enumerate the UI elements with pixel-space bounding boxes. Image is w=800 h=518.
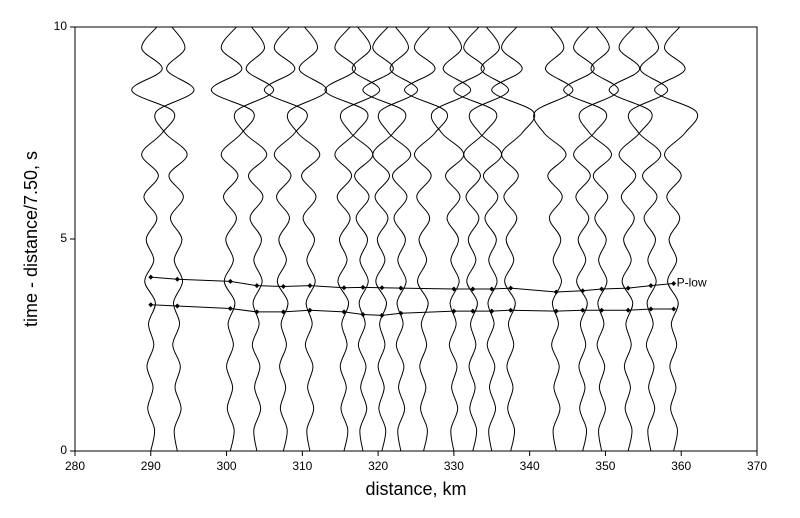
pick-point xyxy=(307,307,313,313)
trace xyxy=(286,27,328,451)
y-tick-label: 0 xyxy=(60,443,67,457)
pick-point xyxy=(553,289,559,295)
x-tick-label: 330 xyxy=(444,459,464,473)
x-tick-label: 280 xyxy=(65,459,85,473)
traces xyxy=(131,27,699,451)
x-tick-label: 360 xyxy=(671,459,691,473)
pick-point xyxy=(398,285,404,291)
x-tick-label: 350 xyxy=(595,459,615,473)
pick-point xyxy=(254,283,260,289)
pick-point xyxy=(508,307,514,313)
pick-point xyxy=(280,309,286,315)
pick-point xyxy=(148,302,154,308)
pick-point xyxy=(451,308,457,314)
pick-point xyxy=(398,310,404,316)
pick-point xyxy=(625,307,631,313)
trace xyxy=(263,27,308,451)
y-axis-label: time - distance/7.50, s xyxy=(21,151,41,327)
trace xyxy=(131,27,176,451)
trace xyxy=(430,27,472,451)
x-tick-label: 300 xyxy=(217,459,237,473)
pick-point xyxy=(580,288,586,294)
x-tick-label: 320 xyxy=(368,459,388,473)
pick-point xyxy=(174,276,180,282)
pick-label: P-low xyxy=(677,276,707,290)
trace xyxy=(563,27,608,451)
pick-point xyxy=(580,307,586,313)
pick-point xyxy=(648,306,654,312)
pick-point xyxy=(671,306,677,312)
pick-point xyxy=(451,286,457,292)
pick-point xyxy=(599,286,605,292)
trace xyxy=(404,27,448,451)
pick-point xyxy=(671,281,677,287)
x-tick-label: 290 xyxy=(141,459,161,473)
pick-point xyxy=(360,284,366,290)
pick-point xyxy=(508,285,514,291)
pick-point xyxy=(174,303,180,309)
trace xyxy=(154,27,195,451)
trace xyxy=(210,27,255,451)
pick-point xyxy=(307,283,313,289)
x-axis-label: distance, km xyxy=(365,479,466,499)
y-tick-label: 10 xyxy=(54,19,68,33)
pick-point xyxy=(599,307,605,313)
trace xyxy=(377,27,419,451)
pick-point xyxy=(360,311,366,317)
x-tick-label: 370 xyxy=(747,459,767,473)
pick-point xyxy=(489,286,495,292)
trace xyxy=(654,27,699,451)
trace xyxy=(491,27,536,451)
pick-point xyxy=(227,306,233,312)
pick-point xyxy=(254,309,260,315)
pick-line xyxy=(150,276,674,293)
trace xyxy=(362,27,407,451)
pick-point xyxy=(379,285,385,291)
pick-point xyxy=(553,308,559,314)
trace xyxy=(578,27,619,451)
trace xyxy=(453,27,498,451)
trace xyxy=(324,27,369,451)
pick-point xyxy=(625,285,631,291)
trace xyxy=(608,27,653,451)
trace xyxy=(627,27,669,451)
pick-point xyxy=(341,309,347,315)
pick-point xyxy=(379,312,385,318)
x-tick-label: 310 xyxy=(292,459,312,473)
pick-point xyxy=(470,286,476,292)
y-tick-label: 5 xyxy=(60,231,67,245)
pick-point xyxy=(648,283,654,289)
pick-point xyxy=(227,278,233,284)
pick-line xyxy=(150,304,674,316)
pick-point xyxy=(341,285,347,291)
trace xyxy=(233,27,275,451)
trace xyxy=(533,27,574,451)
pick-point xyxy=(280,283,286,289)
pick-point xyxy=(470,308,476,314)
x-tick-label: 340 xyxy=(520,459,540,473)
pick-point xyxy=(148,274,154,280)
pick-point xyxy=(489,308,495,314)
